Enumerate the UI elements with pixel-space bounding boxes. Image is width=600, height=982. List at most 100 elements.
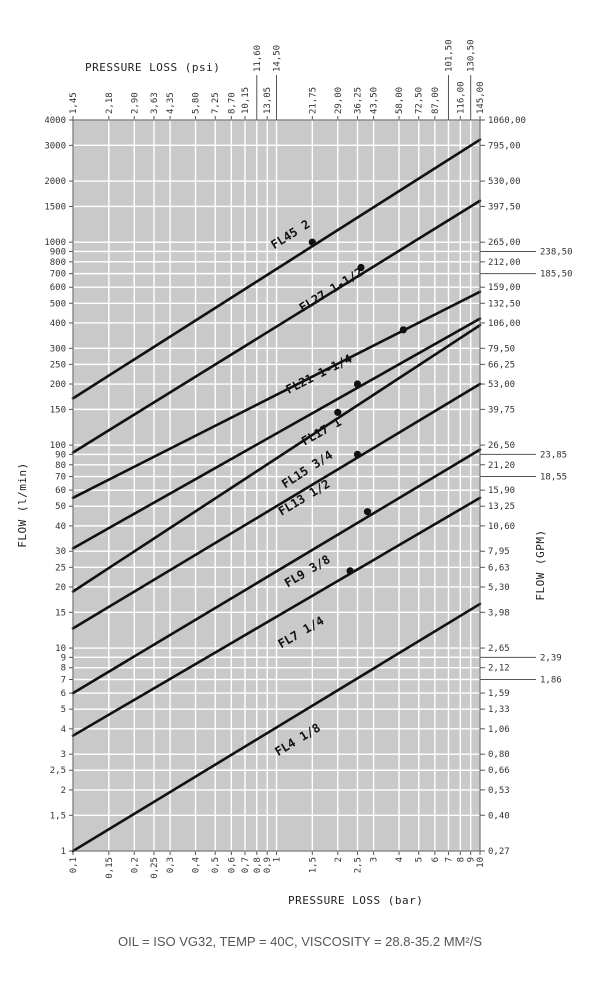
x-tick-label: 0,8	[253, 857, 263, 873]
series-marker-fl15-3-4	[334, 408, 342, 416]
y-tick-label: 3000	[44, 141, 66, 151]
series-line-fl15-3-4	[71, 323, 482, 593]
y-tick-label: 250	[50, 360, 66, 370]
gpm-extra-label: 18,55	[540, 473, 567, 483]
gpm-tick-label: 2,12	[488, 664, 510, 674]
y-tick-label: 300	[50, 344, 66, 354]
series-line-fl9-3-8	[71, 448, 482, 695]
y-tick-label: 1,5	[50, 811, 66, 821]
gpm-tick-label: 66,25	[488, 360, 515, 370]
gpm-tick-label: 0,80	[488, 750, 510, 760]
psi-tick-label: 21,75	[308, 87, 318, 114]
gpm-extra-label: 238,50	[540, 247, 573, 257]
y-tick-label: 50	[55, 502, 66, 512]
x-tick-label: 0,5	[211, 857, 221, 873]
psi-tick-label: 87,00	[431, 87, 441, 114]
series-line-fl13-1-2	[71, 382, 482, 630]
y-tick-label: 80	[55, 461, 66, 471]
psi-tick-label-high: 130,50	[467, 39, 477, 72]
y-tick-label: 1000	[44, 238, 66, 248]
psi-tick-label: 58,00	[395, 87, 405, 114]
series-marker-fl45-2	[308, 238, 316, 246]
tick-labels: 0,1 0,15 0,2 0,25 0,3 0,4 0,5 0,6 0,7 0,8 0,9 1 1,5 2…	[44, 39, 572, 878]
y-tick-label: 100	[50, 441, 66, 451]
x-tick-label: 5	[415, 857, 425, 862]
y-tick-label: 3	[61, 750, 66, 760]
y-tick-label: 8	[61, 664, 66, 674]
x-tick-label: 9	[467, 857, 477, 862]
x-tick-label: 6	[431, 857, 441, 862]
x-tick-label: 0,25	[150, 857, 160, 879]
series-line-fl17-1	[71, 317, 482, 550]
x-tick-label: 10	[476, 857, 486, 868]
gpm-tick-label: 132,50	[488, 299, 521, 309]
psi-tick-label: 13,05	[263, 87, 273, 114]
psi-tick-label: 116,00	[456, 81, 466, 114]
x-tick-label: 3	[370, 857, 380, 862]
gpm-tick-label: 15,90	[488, 486, 515, 496]
bottom-axis-title: PRESSURE LOSS (bar)	[288, 894, 423, 907]
gpm-tick-label: 795,00	[488, 141, 521, 151]
y-tick-label: 90	[55, 450, 66, 460]
gpm-tick-label: 53,00	[488, 380, 515, 390]
gpm-tick-label: 1,06	[488, 725, 510, 735]
y-tick-label: 20	[55, 583, 66, 593]
gpm-extra-label: 23,85	[540, 450, 567, 460]
y-tick-label: 500	[50, 299, 66, 309]
y-tick-label: 150	[50, 405, 66, 415]
y-tick-label: 15	[55, 608, 66, 618]
y-tick-label: 7	[61, 675, 66, 685]
gpm-tick-label: 10,60	[488, 522, 515, 532]
series-line-fl7-1-4	[71, 496, 482, 737]
left-axis-title: FLOW (l/min)	[16, 462, 29, 547]
y-tick-label: 700	[50, 270, 66, 280]
gpm-tick-label: 159,00	[488, 283, 521, 293]
psi-tick-label: 8,70	[227, 92, 237, 114]
x-tick-label: 0,15	[105, 857, 115, 879]
psi-tick-label: 1,45	[69, 92, 79, 114]
series-marker-fl9-3-8	[363, 508, 372, 516]
y-tick-label: 1	[61, 847, 66, 857]
gpm-tick-label: 5,30	[488, 583, 510, 593]
x-tick-label: 0,1	[69, 857, 79, 873]
gpm-tick-label: 212,00	[488, 258, 521, 268]
y-tick-label: 70	[55, 473, 66, 483]
gpm-tick-label: 530,00	[488, 177, 521, 187]
series-line-fl27-1-1-2	[71, 199, 482, 454]
gpm-tick-label: 397,50	[488, 202, 521, 212]
series-marker-fl27-1-1-2	[357, 263, 365, 272]
y-tick-label: 25	[55, 563, 66, 573]
series-marker-fl17-1	[353, 380, 362, 388]
y-tick-label: 900	[50, 247, 66, 257]
gpm-extra-label: 1,86	[540, 675, 562, 685]
psi-tick-label: 145,00	[476, 81, 486, 114]
series-line-fl21-1-1-4	[71, 290, 482, 500]
gpm-tick-label: 7,95	[488, 547, 510, 557]
series-marker-fl7-1-4	[346, 567, 354, 575]
gpm-tick-label: 265,00	[488, 238, 521, 248]
oil-conditions-note: OIL = ISO VG32, TEMP = 40C, VISCOSITY = …	[117, 934, 483, 949]
y-tick-label: 5	[61, 705, 66, 715]
extra-tick-lines	[256, 75, 536, 680]
psi-tick-label: 36,25	[353, 87, 363, 114]
gpm-tick-label: 39,75	[488, 405, 515, 415]
y-tick-label: 4000	[44, 116, 66, 126]
gpm-tick-label: 1,59	[488, 689, 510, 699]
psi-tick-label: 4,35	[166, 92, 176, 114]
x-tick-label: 0,6	[227, 857, 237, 873]
x-tick-label: 2,5	[353, 857, 363, 873]
gpm-tick-label: 26,50	[488, 441, 515, 451]
y-tick-label: 4	[61, 725, 66, 735]
gpm-tick-label: 2,65	[488, 644, 510, 654]
gpm-extra-label: 185,50	[540, 270, 573, 280]
gpm-tick-label: 0,40	[488, 811, 510, 821]
y-tick-label: 2,5	[50, 766, 66, 776]
y-tick-label: 600	[50, 283, 66, 293]
y-tick-label: 40	[55, 522, 66, 532]
y-tick-label: 200	[50, 380, 66, 390]
psi-tick-label-high: 101,50	[444, 39, 454, 72]
y-tick-label: 1500	[44, 202, 66, 212]
x-tick-label: 1	[273, 857, 283, 862]
gpm-tick-label: 79,50	[488, 344, 515, 354]
psi-tick-label-high: 11,60	[253, 45, 263, 72]
